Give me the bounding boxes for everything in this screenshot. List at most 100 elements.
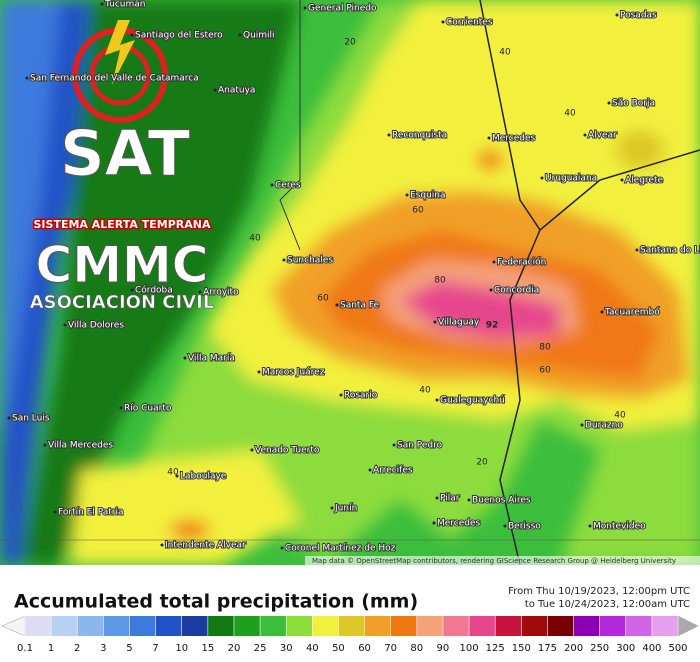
- colorbar-label: 60: [358, 643, 371, 654]
- city-label: Junín: [334, 504, 357, 514]
- contour-label: 40: [167, 468, 179, 478]
- city-label: São Borja: [612, 99, 655, 109]
- colorbar-swatch: [390, 616, 418, 636]
- city-dot: [257, 370, 261, 374]
- colorbar-label: 150: [512, 643, 531, 654]
- city-label: Quimili: [243, 31, 275, 41]
- city-dot: [198, 290, 202, 294]
- city-dot: [392, 443, 396, 447]
- city-dot: [492, 260, 496, 264]
- city-label: Venado Tuerto: [255, 446, 320, 456]
- colorbar-label: 250: [590, 643, 609, 654]
- city-dot: [43, 443, 47, 447]
- city-dot: [588, 524, 592, 528]
- city-label: Intendente Alvear: [165, 541, 246, 551]
- city-dot: [183, 356, 187, 360]
- city-label: Santiago del Estero: [135, 31, 223, 41]
- city-label: Tucumán: [104, 0, 145, 10]
- city-label: Villa Dolores: [68, 321, 124, 331]
- logo-name: SAT: [60, 117, 190, 190]
- contour-label: 40: [419, 386, 431, 396]
- colorbar-label: 100: [459, 643, 478, 654]
- colorbar-swatch: [181, 616, 209, 636]
- colorbar-label: 50: [332, 643, 345, 654]
- city-label: Rosario: [344, 391, 378, 401]
- colorbar-label: 15: [201, 643, 214, 654]
- colorbar-swatch: [51, 616, 78, 636]
- date-to: to Tue 10/24/2023, 12:00am UTC: [525, 599, 690, 610]
- colorbar-swatch: [547, 616, 575, 636]
- contour-label: 40: [564, 109, 576, 119]
- city-label: Esquina: [410, 191, 446, 201]
- colorbar-label: 30: [280, 643, 293, 654]
- colorbar-label: 175: [538, 643, 557, 654]
- colorbar-swatch: [286, 616, 313, 636]
- city-label: Arroyito: [203, 288, 239, 298]
- city-dot: [330, 506, 334, 510]
- city-label: Tacuarembó: [604, 307, 660, 318]
- map: SAT SISTEMA ALERTA TEMPRANA CMMC ASOCIAC…: [0, 0, 700, 565]
- colorbar-arrow-right: [677, 615, 699, 637]
- contour-label: 80: [539, 343, 551, 353]
- city-dot: [303, 6, 307, 10]
- city-label: Alvear: [588, 131, 617, 141]
- city-label: Corrientes: [446, 18, 493, 28]
- city-label: Reconquista: [392, 131, 447, 141]
- colorbar-swatch: [521, 616, 548, 636]
- city-dot: [250, 448, 254, 452]
- city-label: Concordia: [494, 286, 539, 296]
- colorbar-label: 300: [616, 643, 635, 654]
- city-dot: [487, 136, 491, 140]
- city-dot: [100, 2, 104, 6]
- city-label: Montevideo: [593, 522, 646, 532]
- city-label: Mercedes: [492, 134, 536, 144]
- logo-tagline: SISTEMA ALERTA TEMPRANA: [34, 218, 211, 231]
- city-dot: [119, 406, 123, 410]
- colorbar-label: 20: [228, 643, 241, 654]
- colorbar-swatch: [364, 616, 392, 636]
- colorbar-label: 40: [306, 643, 319, 654]
- city-dot: [489, 288, 493, 292]
- city-label: San Luis: [12, 414, 50, 424]
- city-dot: [280, 546, 284, 550]
- colorbar-label: 90: [437, 643, 450, 654]
- city-dot: [7, 416, 11, 420]
- city-dot: [368, 468, 372, 472]
- city-dot: [503, 524, 507, 528]
- colorbar-swatch: [25, 616, 52, 636]
- contour-label: 92: [486, 321, 499, 331]
- city-dot: [175, 474, 179, 478]
- city-dot: [433, 320, 437, 324]
- city-label: San Pedro: [397, 441, 443, 451]
- city-label: Alegrete: [625, 176, 663, 186]
- logo-org: CMMC: [36, 236, 209, 294]
- colorbar-swatch: [129, 616, 157, 636]
- colorbar-swatch: [599, 616, 627, 636]
- city-label: Arrecifes: [373, 466, 413, 476]
- city-label: General Pinedo: [308, 4, 377, 14]
- city-dot: [435, 398, 439, 402]
- colorbar-label: 5: [126, 643, 132, 654]
- city-dot: [635, 248, 639, 252]
- city-label: Uruguaiana: [545, 174, 597, 184]
- city-dot: [432, 521, 436, 525]
- city-dot: [160, 543, 164, 547]
- colorbar-label: 25: [254, 643, 267, 654]
- city-label: Santana do Livramento: [640, 246, 700, 256]
- colorbar-swatch: [233, 616, 261, 636]
- contour-label: 40: [249, 234, 261, 244]
- city-label: Coronel Martínez de Hoz: [285, 544, 396, 554]
- city-label: Anatuya: [218, 86, 255, 96]
- city-dot: [441, 20, 445, 24]
- city-dot: [467, 498, 471, 502]
- city-dot: [63, 323, 67, 327]
- contour-label: 20: [344, 38, 356, 48]
- title: Accumulated total precipitation (mm): [14, 591, 418, 613]
- date-from: From Thu 10/19/2023, 12:00pm UTC: [508, 586, 690, 597]
- colorbar-label: 0.1: [17, 643, 33, 654]
- colorbar-swatch: [207, 616, 235, 636]
- city-label: Sunchales: [287, 256, 333, 266]
- city-dot: [405, 193, 409, 197]
- city-label: San Fernando del Valle de Catamarca: [30, 74, 199, 84]
